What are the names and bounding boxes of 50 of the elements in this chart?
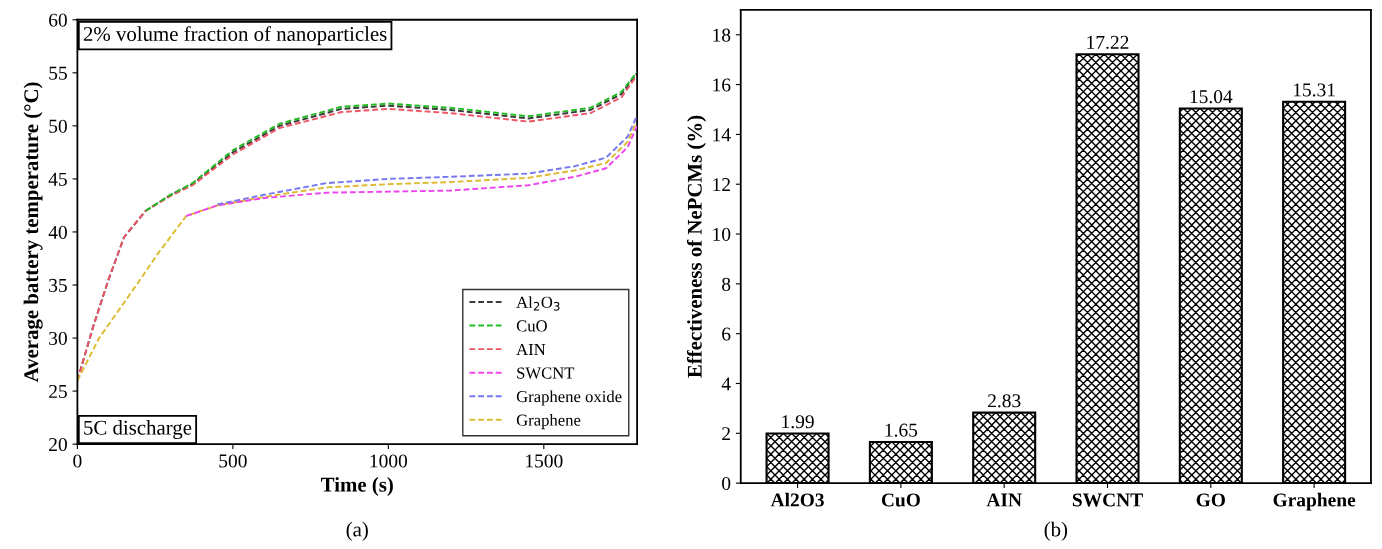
y-tick-label: 45 — [48, 172, 67, 186]
y-tick-label: 4 — [721, 377, 731, 391]
y-tick-label: 6 — [722, 327, 731, 341]
y-tick-label: 50 — [49, 119, 67, 133]
line-series — [144, 70, 638, 212]
y-tick-label: 12 — [713, 178, 730, 191]
y-axis-title: Effectiveness of NePCMs (%) — [686, 115, 707, 378]
legend-label: Graphene oxide — [516, 390, 622, 406]
text: (a) — [346, 521, 368, 541]
data-label: 15.04 — [1190, 90, 1233, 104]
y-tick-label: 16 — [713, 78, 731, 92]
x-tick-label: Graphene — [1273, 492, 1356, 511]
x-tick-label: AIN — [986, 493, 1022, 507]
y-tick-label: 18 — [713, 28, 731, 42]
data-label: 15.31 — [1293, 83, 1335, 97]
x-tick-label: GO — [1196, 493, 1225, 507]
y-tick-label: 25 — [49, 384, 67, 399]
legend-label: CuO — [516, 320, 547, 332]
y-tick-label: 2 — [722, 427, 730, 441]
x-tick-label: 1500 — [526, 454, 563, 468]
y-tick-label: 60 — [49, 13, 67, 27]
x-tick-label: 500 — [219, 454, 247, 468]
legend-label: Al$_{2}$O$_{3}$ — [516, 296, 560, 311]
data-label: 17.22 — [1087, 35, 1129, 49]
y-tick-label: 35 — [49, 278, 67, 292]
y-tick-label: 20 — [49, 437, 67, 452]
data-label: 1.99 — [782, 415, 814, 429]
y-tick-label: 40 — [48, 225, 67, 239]
y-tick-label: 30 — [49, 331, 67, 345]
y-tick-label: 55 — [49, 66, 67, 80]
legend-label: AIN — [516, 343, 546, 355]
y-axis-title: Average battery temperature (°C) — [23, 82, 43, 383]
x-tick-label: SWCNT — [1072, 493, 1143, 507]
x-tick-label: 1000 — [370, 454, 408, 468]
y-tick-label: 14 — [713, 128, 731, 142]
x-tick-label: 0 — [73, 454, 82, 468]
annotation: 2% volume fraction of nanoparticles — [83, 26, 387, 46]
annotation: 5C discharge — [84, 420, 192, 440]
legend-label: SWCNT — [517, 367, 575, 379]
legend-label: Graphene — [516, 414, 581, 430]
data-label: 2.83 — [988, 394, 1021, 408]
x-tick-label: Al2O3 — [770, 492, 824, 507]
x-axis-title: Time (s) — [321, 477, 393, 496]
data-label: 1.65 — [885, 423, 918, 437]
line-series — [185, 124, 638, 218]
y-tick-label: 8 — [722, 277, 731, 291]
text: (b) — [1044, 521, 1068, 541]
y-tick-label: 0 — [722, 476, 731, 491]
y-tick-label: 10 — [713, 227, 731, 241]
x-tick-label: CuO — [881, 493, 920, 507]
